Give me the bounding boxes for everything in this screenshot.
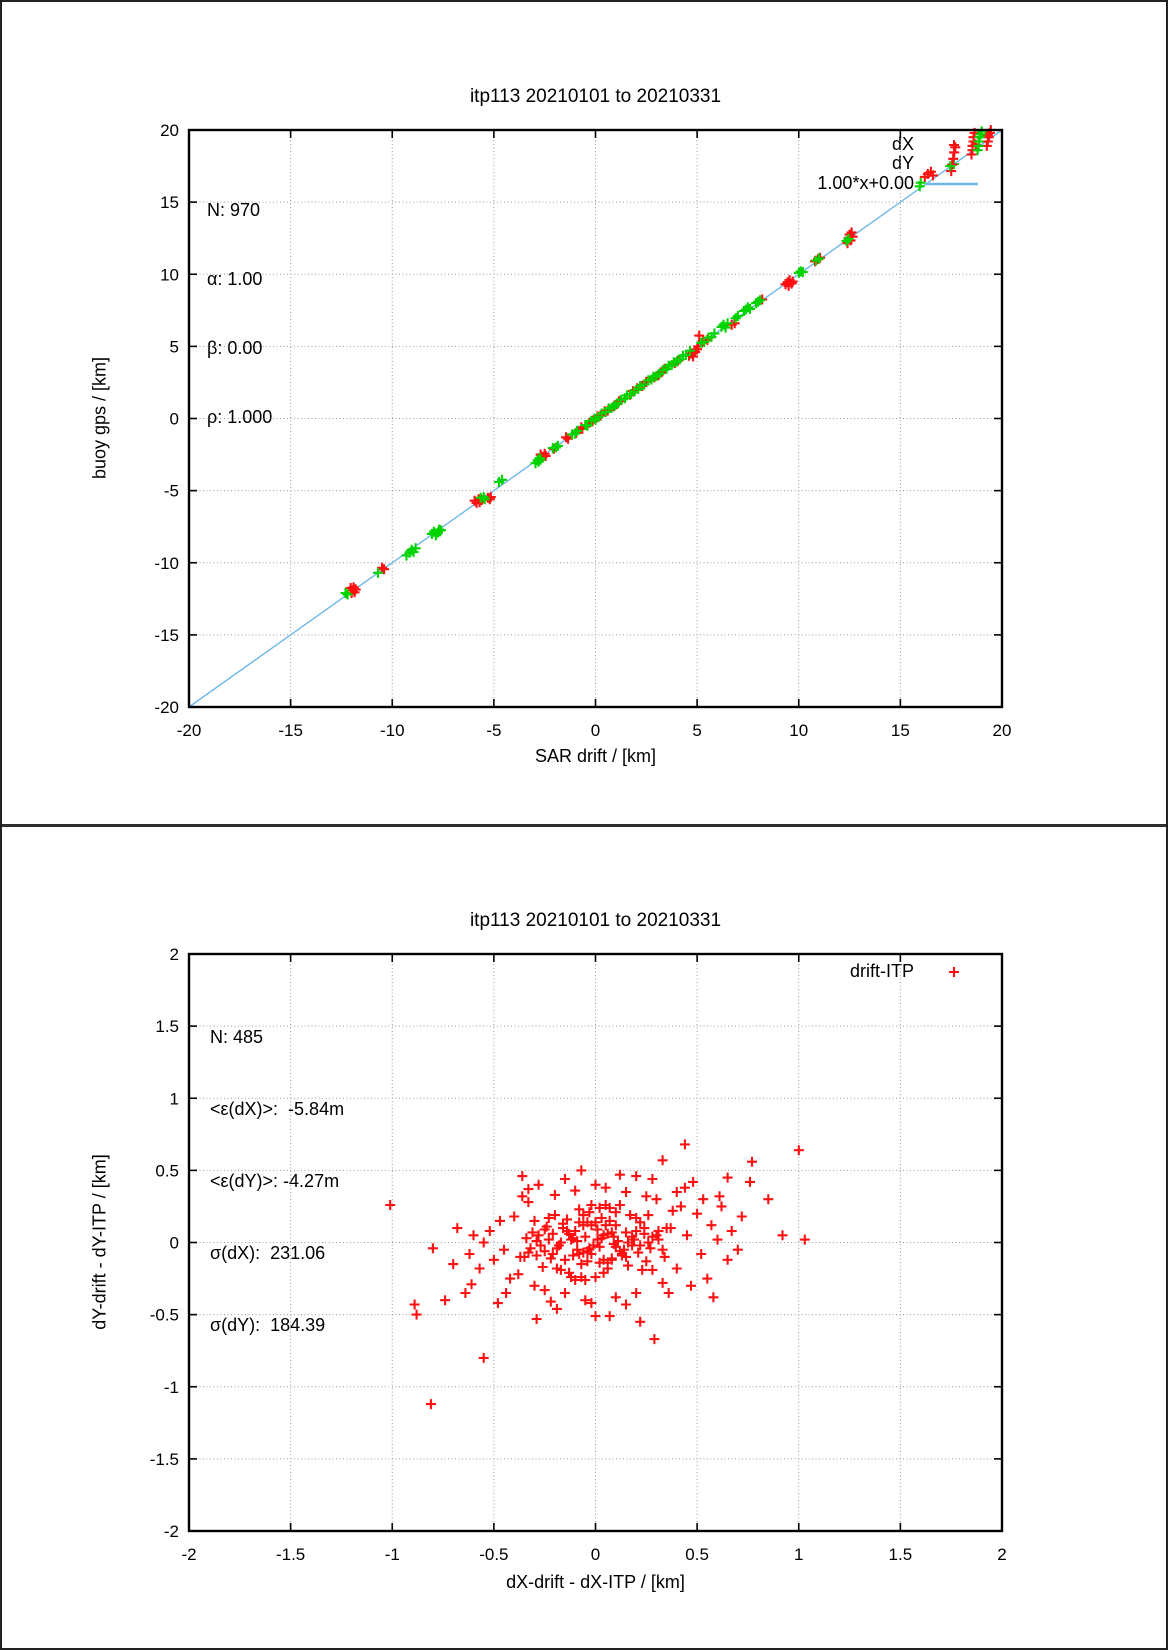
svg-text:0: 0 (591, 721, 600, 740)
svg-text:0.5: 0.5 (155, 1161, 179, 1180)
svg-text:-2: -2 (181, 1545, 196, 1564)
stat-eps-dx: <ε(dX)>: -5.84m (210, 1099, 345, 1119)
bottom-chart-stats: N: 485 <ε(dX)>: -5.84m <ε(dY)>: -4.27m σ… (210, 977, 344, 1385)
svg-text:0.5: 0.5 (685, 1545, 709, 1564)
legend-label-dx: dX (891, 134, 914, 154)
svg-text:-1: -1 (164, 1378, 179, 1397)
svg-text:1.5: 1.5 (889, 1545, 913, 1564)
legend-entry-drift-itp: drift-ITP (850, 962, 982, 981)
svg-text:1.5: 1.5 (155, 1017, 179, 1036)
svg-text:-5: -5 (164, 482, 179, 501)
svg-text:-1.5: -1.5 (276, 1545, 305, 1564)
stat-sigma-dx: σ(dX): 231.06 (210, 1243, 326, 1263)
stat-rho: ρ: 1.000 (207, 407, 273, 427)
top-chart-stats: N: 970 α: 1.00 β: 0.00 ρ: 1.000 (207, 153, 272, 475)
legend-label-fit: 1.00*x+0.00 (817, 173, 914, 193)
bottom-chart-legend: drift-ITP (562, 962, 982, 981)
svg-text:-1.5: -1.5 (150, 1450, 179, 1469)
stat-eps-dy: <ε(dY)>: -4.27m (210, 1171, 340, 1191)
stat-sigma-dy: σ(dY): 184.39 (210, 1315, 326, 1335)
svg-text:1: 1 (794, 1545, 803, 1564)
plus-marker-icon (949, 966, 959, 977)
panel-divider (2, 824, 1166, 827)
bottom-chart-xlabel: dX-drift - dX-ITP / [km] (506, 1572, 685, 1592)
svg-text:-2: -2 (164, 1522, 179, 1541)
svg-text:5: 5 (170, 337, 179, 356)
svg-text:-1: -1 (385, 1545, 400, 1564)
svg-text:-15: -15 (154, 626, 179, 645)
svg-text:2: 2 (170, 945, 179, 964)
bottom-chart-title: itp113 20210101 to 20210331 (469, 910, 722, 931)
svg-text:20: 20 (160, 121, 179, 140)
svg-text:15: 15 (891, 721, 910, 740)
top-chart-title: itp113 20210101 to 20210331 (469, 86, 722, 107)
svg-text:0: 0 (170, 410, 179, 429)
svg-text:20: 20 (993, 721, 1012, 740)
svg-text:2: 2 (997, 1545, 1006, 1564)
svg-text:1: 1 (170, 1089, 179, 1108)
svg-text:10: 10 (160, 265, 179, 284)
stat-beta: β: 0.00 (207, 338, 263, 358)
svg-text:10: 10 (789, 721, 808, 740)
svg-text:-20: -20 (177, 721, 202, 740)
svg-text:-15: -15 (278, 721, 303, 740)
svg-text:-10: -10 (154, 554, 179, 573)
legend-entry-fit: 1.00*x+0.00 (817, 173, 982, 194)
legend-label-dy: dY (891, 153, 914, 173)
svg-text:15: 15 (160, 193, 179, 212)
legend-label-drift-itp: drift-ITP (849, 961, 914, 981)
svg-text:0: 0 (591, 1545, 600, 1564)
top-chart-xlabel: SAR drift / [km] (534, 746, 657, 766)
svg-text:5: 5 (692, 721, 701, 740)
stat-n2: N: 485 (210, 1027, 264, 1047)
svg-text:-10: -10 (380, 721, 405, 740)
line-sample-icon (926, 182, 978, 185)
svg-text:-20: -20 (154, 698, 179, 717)
top-chart-legend: dX dY 1.00*x+0.00 (562, 135, 982, 194)
svg-text:0: 0 (170, 1234, 179, 1253)
svg-text:-0.5: -0.5 (150, 1306, 179, 1325)
svg-text:-5: -5 (486, 721, 501, 740)
stat-n: N: 970 (207, 200, 261, 220)
svg-text:-0.5: -0.5 (479, 1545, 508, 1564)
